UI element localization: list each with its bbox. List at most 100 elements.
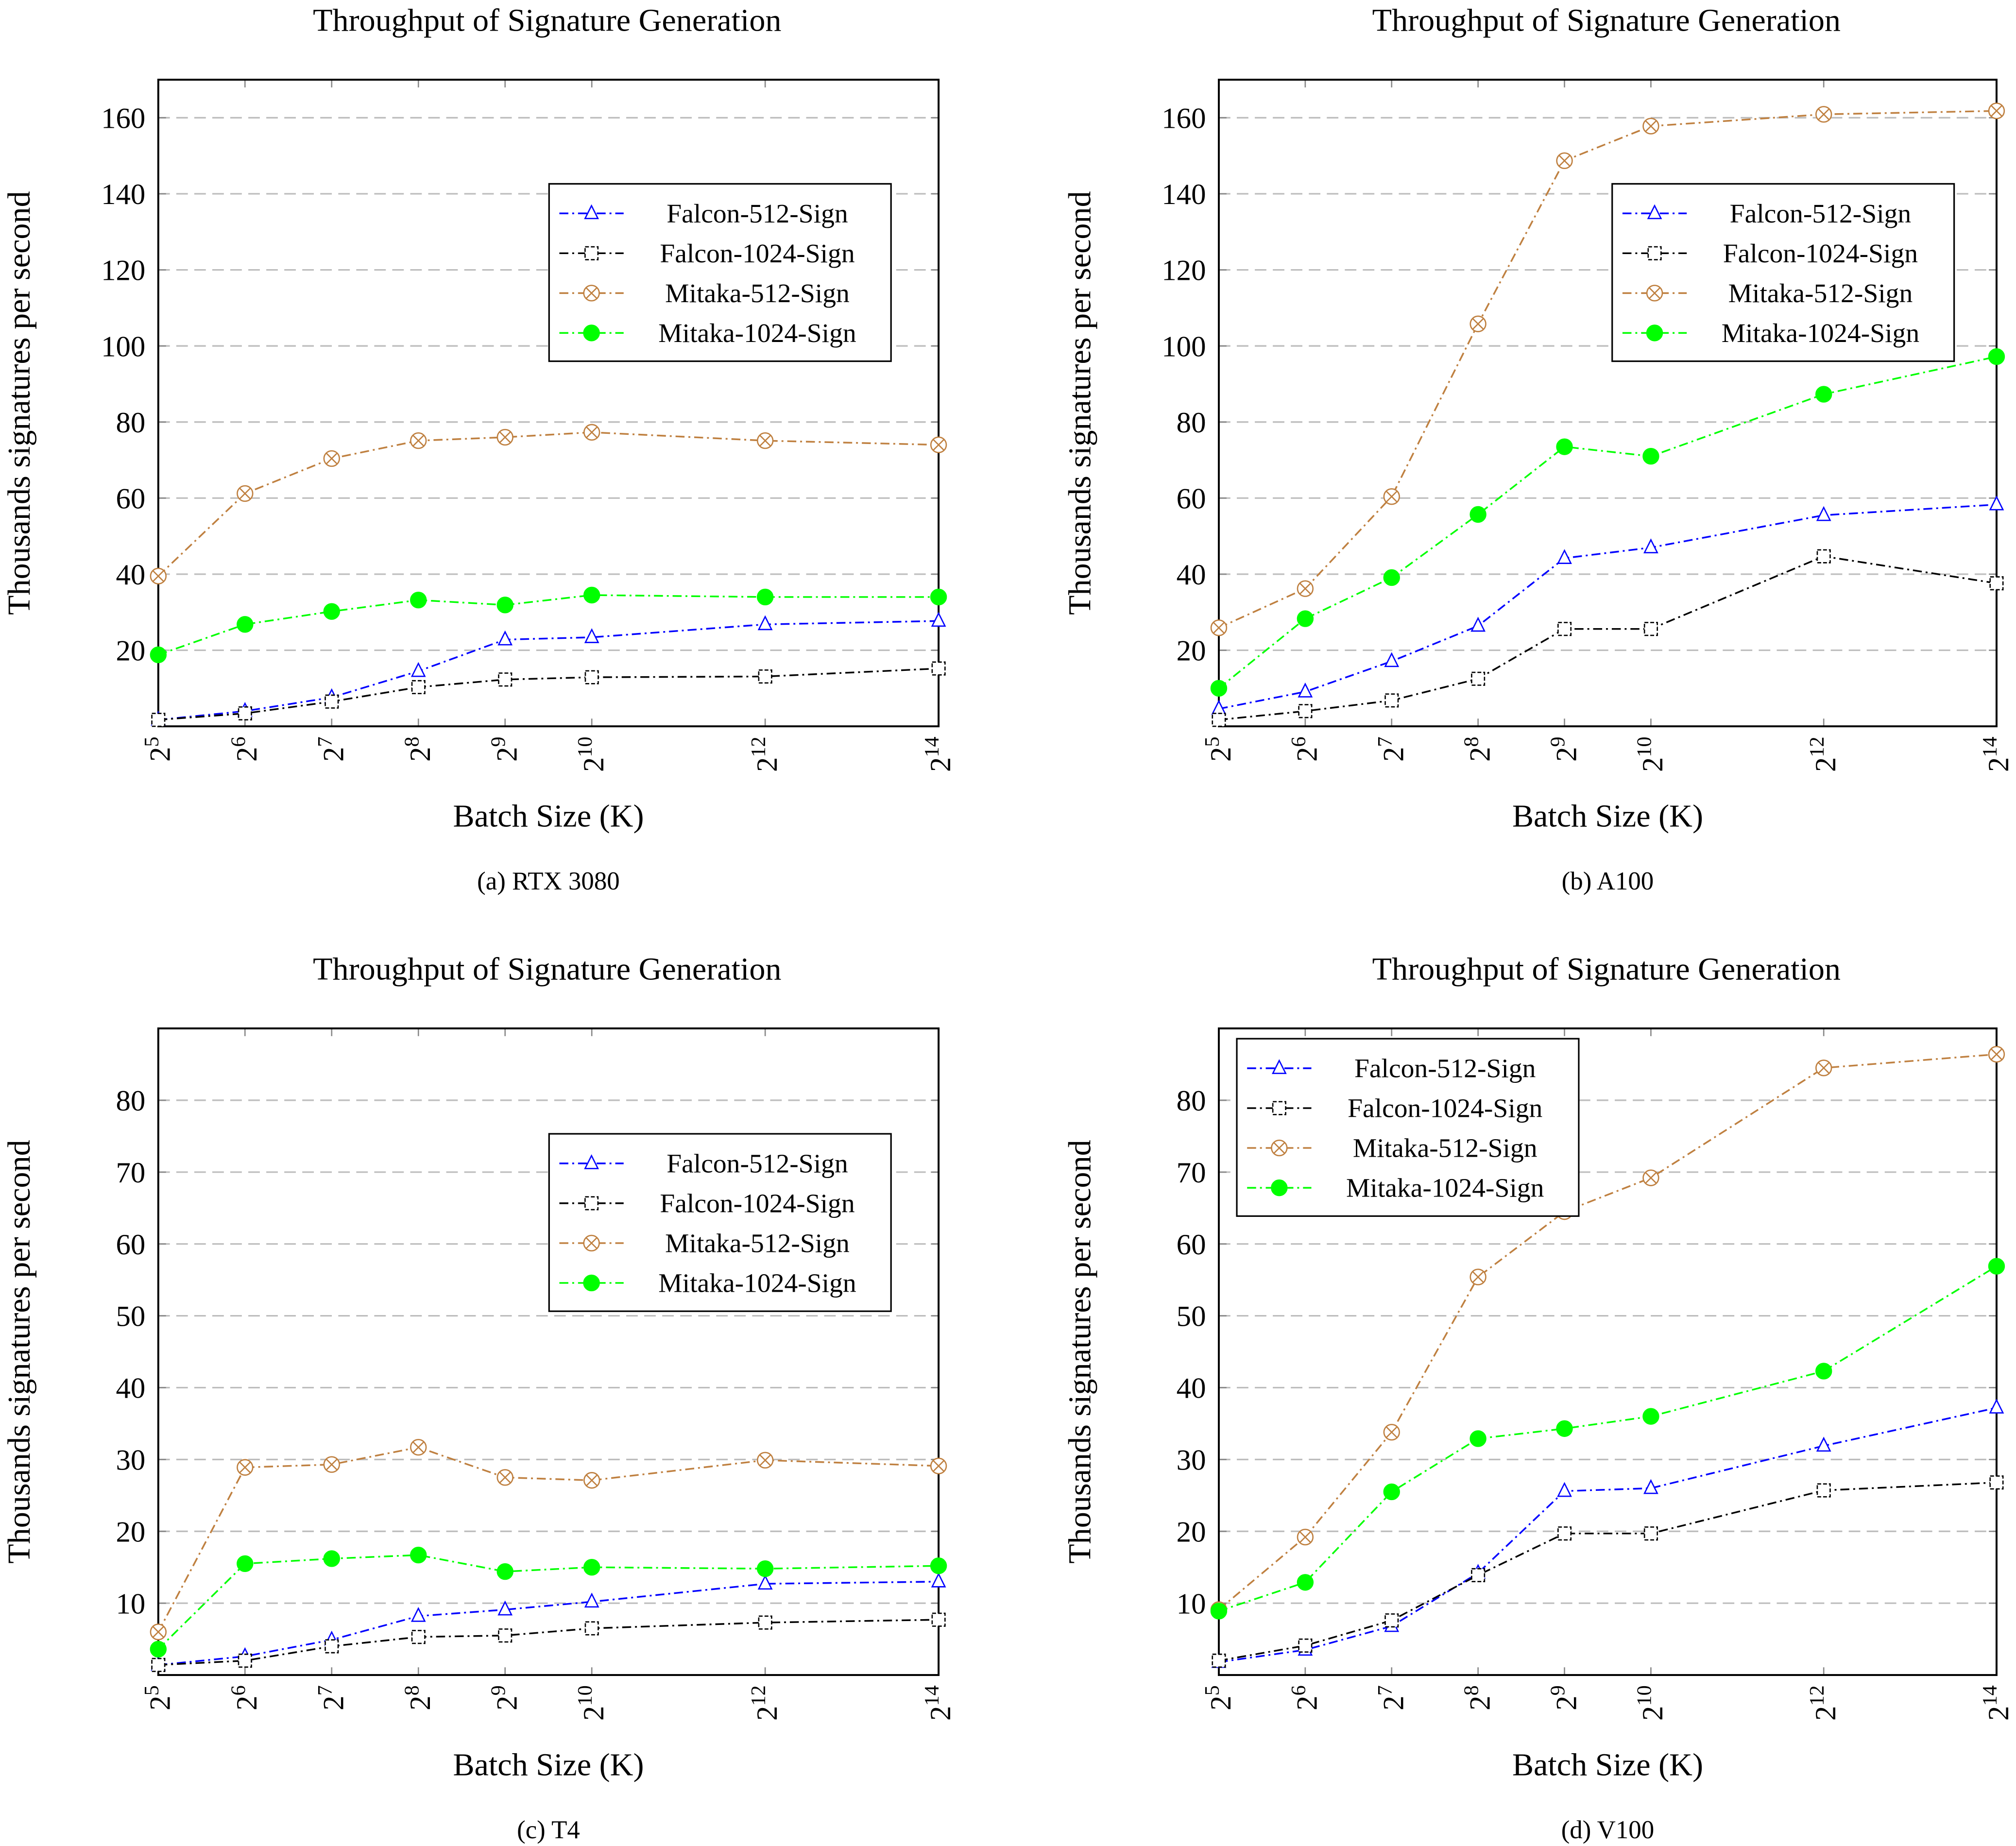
data-point: [323, 450, 340, 467]
x-tick-label: 25: [140, 736, 177, 762]
legend-marker: [583, 1234, 600, 1252]
series-line: [158, 1619, 939, 1666]
x-tick-exponent: 9: [1547, 736, 1570, 747]
y-tick-label: 20: [116, 635, 146, 667]
data-point: [583, 1472, 600, 1489]
data-point: [1469, 1268, 1486, 1285]
x-axis-label: Batch Size (K): [1512, 799, 1703, 834]
x-tick-label: 26: [1287, 736, 1324, 762]
data-point: [1989, 495, 2004, 511]
y-tick-label: 140: [101, 178, 145, 211]
data-point: [1815, 386, 1832, 403]
series-falcon-1024-sign: [151, 1612, 946, 1672]
legend-box: [1236, 1038, 1580, 1217]
data-point: [583, 424, 600, 441]
legend: Falcon-512-Sign Falcon-1024-Sign Mitaka-51…: [548, 1133, 892, 1312]
legend-item: Mitaka-512-Sign: [1247, 1133, 1538, 1163]
data-point: [930, 436, 947, 453]
chart-title: Throughput of Signature Generation: [313, 951, 781, 987]
marker-x: [326, 453, 338, 464]
data-point: [498, 672, 513, 687]
legend-label: Mitaka-1024-Sign: [658, 318, 856, 348]
series-falcon-1024-sign: [1212, 1475, 2004, 1668]
x-tick-exponent: 10: [574, 1685, 597, 1706]
legend-marker: [1646, 285, 1663, 302]
marker-x: [933, 1460, 944, 1472]
data-point: [1383, 1483, 1400, 1501]
x-tick-label: 210: [574, 1685, 610, 1721]
marker-x: [586, 1474, 598, 1486]
data-point: [1298, 683, 1313, 698]
marker-x: [412, 1441, 424, 1453]
marker-x: [586, 427, 598, 438]
x-tick-exponent: 8: [400, 1685, 423, 1695]
data-point: [1210, 680, 1228, 697]
legend-label: Mitaka-512-Sign: [665, 1228, 850, 1258]
x-tick-exponent: 14: [1979, 736, 2001, 757]
y-tick-label: 10: [1177, 1588, 1206, 1620]
x-tick-base: 2: [144, 1695, 177, 1710]
x-tick-label: 26: [1287, 1685, 1324, 1710]
x-tick-label: 214: [921, 1685, 957, 1721]
legend-item: Falcon-1024-Sign: [1622, 239, 1918, 269]
marker-x: [1273, 1142, 1285, 1154]
marker-x: [1299, 583, 1311, 595]
series-line: [158, 667, 939, 721]
data-point: [150, 1624, 167, 1641]
x-tick-exponent: 9: [1547, 1685, 1570, 1695]
y-tick-label: 60: [1177, 1229, 1206, 1261]
x-tick-exponent: 5: [140, 736, 163, 747]
x-tick-base: 2: [231, 747, 263, 761]
x-tick-base: 2: [1205, 747, 1237, 761]
data-point: [496, 1469, 513, 1486]
y-tick-label: 40: [116, 559, 146, 591]
x-tick-label: 27: [1374, 736, 1410, 762]
x-tick-exponent: 8: [1460, 1685, 1483, 1695]
x-axis-label: Batch Size (K): [1512, 1747, 1703, 1782]
x-tick-exponent: 14: [921, 1685, 943, 1706]
marker-x: [1818, 1062, 1829, 1074]
data-point: [325, 1639, 339, 1654]
x-tick-base: 2: [1637, 757, 1669, 772]
legend-label: Mitaka-512-Sign: [1728, 278, 1913, 308]
legend: Falcon-512-Sign Falcon-1024-Sign Mitaka-51…: [1236, 1038, 1580, 1217]
data-point: [1298, 704, 1313, 718]
x-tick-label: 214: [1979, 736, 2015, 772]
x-tick-base: 2: [491, 747, 524, 761]
x-tick-base: 2: [578, 1706, 610, 1721]
series-line: [158, 594, 939, 656]
x-tick-base: 2: [144, 747, 177, 761]
plot-frame: [157, 1027, 940, 1676]
x-tick-exponent: 8: [1460, 736, 1483, 747]
legend-label: Falcon-512-Sign: [1354, 1054, 1536, 1084]
marker-x: [1645, 120, 1657, 132]
data-point: [1642, 118, 1659, 135]
x-tick-label: 29: [1547, 1685, 1583, 1710]
x-tick-label: 212: [747, 736, 784, 772]
data-point: [410, 1439, 427, 1456]
data-point: [756, 432, 774, 449]
data-point: [930, 1457, 947, 1474]
x-tick-label: 25: [1201, 1685, 1237, 1710]
data-point: [757, 615, 773, 631]
marker-x: [1818, 108, 1829, 120]
legend-marker: [584, 246, 599, 260]
legend-marker: [584, 204, 599, 220]
series-falcon-512-sign: [151, 612, 946, 726]
data-point: [1642, 1169, 1659, 1186]
y-tick-label: 120: [101, 255, 145, 287]
marker-x: [1559, 155, 1571, 167]
data-point: [1988, 348, 2005, 365]
marker-x: [1649, 287, 1660, 299]
data-point: [150, 567, 167, 585]
x-tick-exponent: 6: [227, 1685, 250, 1695]
data-point: [931, 612, 946, 627]
data-point: [1469, 506, 1486, 523]
data-point: [496, 1563, 513, 1580]
legend-label: Mitaka-1024-Sign: [658, 1268, 856, 1298]
x-tick-exponent: 7: [314, 736, 337, 747]
x-tick-base: 2: [751, 1706, 784, 1721]
series-mitaka-512-sign: [150, 1439, 947, 1641]
data-point: [1557, 622, 1572, 636]
